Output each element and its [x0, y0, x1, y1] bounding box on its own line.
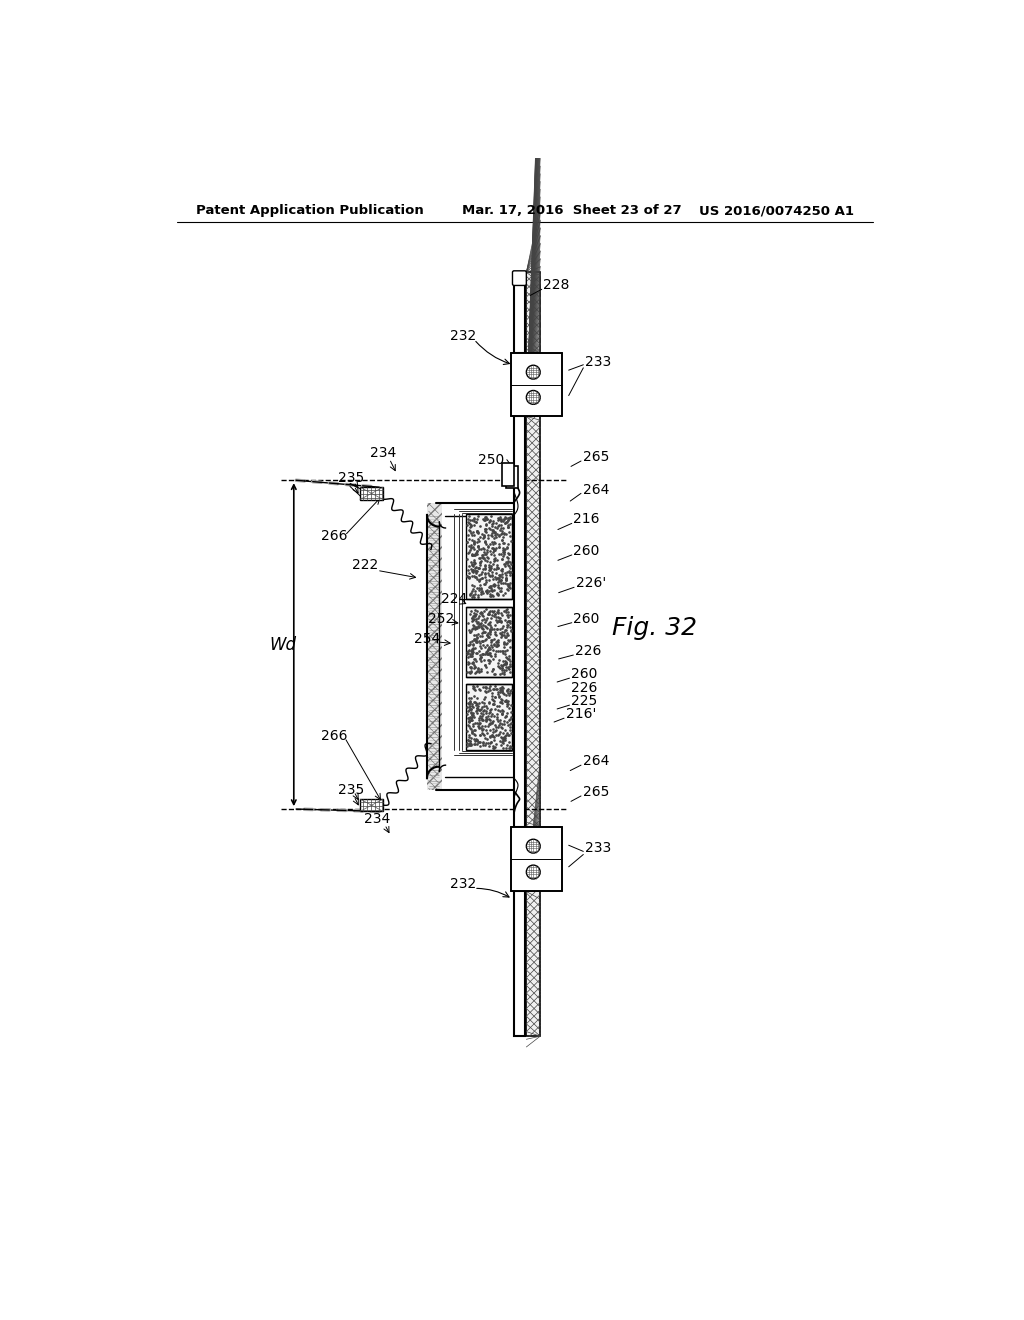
- Text: 233: 233: [585, 841, 611, 854]
- Text: Wd: Wd: [269, 636, 297, 653]
- Bar: [526, 272, 541, 354]
- Text: 235: 235: [338, 471, 364, 484]
- Text: 232: 232: [451, 329, 476, 342]
- Text: 234: 234: [370, 446, 396, 459]
- Bar: [466, 515, 512, 599]
- Bar: [514, 272, 524, 354]
- Bar: [466, 607, 512, 677]
- Text: 233: 233: [585, 355, 611, 368]
- Circle shape: [526, 840, 541, 853]
- Text: 266: 266: [322, 529, 348, 543]
- Bar: [511, 826, 562, 891]
- Circle shape: [526, 391, 541, 404]
- Text: US 2016/0074250 A1: US 2016/0074250 A1: [699, 205, 854, 218]
- Text: 260: 260: [571, 668, 597, 681]
- Bar: [427, 503, 442, 789]
- Text: 216: 216: [573, 512, 600, 525]
- Bar: [502, 463, 514, 487]
- Text: 226': 226': [575, 577, 606, 590]
- Text: 265: 265: [583, 785, 609, 799]
- Text: 254: 254: [414, 632, 440, 645]
- Bar: [526, 891, 541, 1036]
- Text: 226: 226: [571, 681, 597, 696]
- Bar: [466, 684, 512, 750]
- Text: 234: 234: [364, 812, 390, 826]
- Bar: [360, 487, 383, 499]
- Text: Fig. 32: Fig. 32: [611, 616, 696, 640]
- Bar: [526, 416, 541, 826]
- Bar: [514, 891, 524, 1036]
- Text: 224: 224: [441, 591, 467, 606]
- Text: 260: 260: [573, 612, 600, 626]
- Bar: [427, 503, 513, 789]
- Text: 266: 266: [322, 729, 348, 743]
- Text: 222: 222: [352, 558, 379, 572]
- Circle shape: [526, 366, 541, 379]
- Bar: [514, 416, 524, 826]
- Text: 235: 235: [338, 783, 364, 797]
- Bar: [511, 354, 562, 416]
- FancyBboxPatch shape: [512, 271, 526, 285]
- Bar: [506, 466, 518, 488]
- Text: 216': 216': [565, 708, 596, 721]
- Text: 260: 260: [573, 544, 600, 558]
- Text: 252: 252: [428, 612, 454, 626]
- Text: 264: 264: [583, 754, 609, 768]
- Text: 225: 225: [571, 694, 597, 709]
- Text: 226: 226: [574, 644, 601, 659]
- Text: 264: 264: [583, 483, 609, 496]
- Bar: [360, 799, 383, 812]
- Text: 228: 228: [543, 279, 569, 293]
- Circle shape: [526, 865, 541, 879]
- Text: 250: 250: [478, 453, 504, 467]
- Text: Mar. 17, 2016  Sheet 23 of 27: Mar. 17, 2016 Sheet 23 of 27: [462, 205, 681, 218]
- Text: Patent Application Publication: Patent Application Publication: [196, 205, 424, 218]
- Text: 232: 232: [451, 876, 476, 891]
- Text: 265: 265: [583, 450, 609, 465]
